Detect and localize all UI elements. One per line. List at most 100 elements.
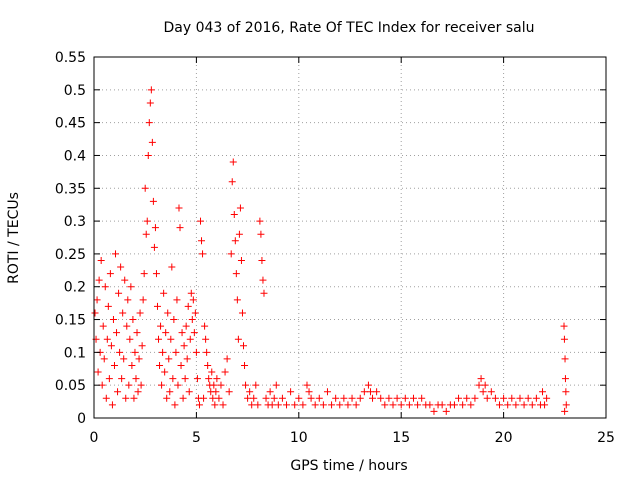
data-point	[123, 322, 131, 330]
data-point	[141, 184, 149, 192]
data-point	[500, 394, 508, 402]
data-point	[180, 342, 188, 350]
data-point	[560, 322, 568, 330]
data-point	[200, 394, 208, 402]
data-point	[487, 388, 495, 396]
chart-title: Day 043 of 2016, Rate Of TEC Index for r…	[163, 20, 534, 36]
data-point	[532, 394, 540, 402]
y-tick-label: 0.4	[64, 148, 86, 164]
data-point	[170, 316, 178, 324]
data-point	[561, 407, 569, 415]
data-point	[430, 407, 438, 415]
data-point	[187, 289, 195, 297]
data-point	[169, 375, 177, 383]
data-point	[248, 401, 256, 409]
data-point	[217, 381, 225, 389]
data-point	[236, 204, 244, 212]
data-point	[381, 401, 389, 409]
data-point	[524, 394, 532, 402]
data-point	[405, 401, 413, 409]
data-point	[205, 375, 213, 383]
data-point	[132, 375, 140, 383]
data-point	[102, 394, 110, 402]
data-point	[242, 381, 250, 389]
data-point	[442, 407, 450, 415]
data-point	[172, 348, 180, 356]
data-point	[173, 296, 181, 304]
data-point	[139, 296, 147, 304]
data-point	[266, 388, 274, 396]
data-point	[114, 388, 122, 396]
y-tick-label: 0.05	[55, 378, 86, 394]
data-point	[219, 401, 227, 409]
data-point	[373, 388, 381, 396]
data-point	[238, 309, 246, 317]
data-point	[136, 309, 144, 317]
data-point	[183, 355, 191, 363]
data-point	[155, 335, 163, 343]
data-point	[125, 381, 133, 389]
data-point	[144, 151, 152, 159]
data-point	[202, 335, 210, 343]
data-point	[305, 388, 313, 396]
axis-tick-labels: 0 5 10 15 20 25 0 0.05 0.1 0.15 0.2 0.25 0.3 0.35 0.4 0…	[55, 50, 615, 446]
data-point	[150, 243, 158, 251]
data-point	[117, 263, 125, 271]
data-point	[307, 394, 315, 402]
data-point	[185, 388, 193, 396]
data-point	[127, 283, 135, 291]
y-tick-label: 0.5	[64, 83, 86, 99]
data-point	[112, 250, 120, 258]
data-point	[257, 230, 265, 238]
data-point	[231, 237, 239, 245]
data-point	[174, 381, 182, 389]
data-point	[262, 394, 270, 402]
data-point	[121, 276, 129, 284]
data-point	[259, 276, 267, 284]
data-point	[148, 138, 156, 146]
axis-ticks	[93, 56, 607, 419]
data-point	[232, 270, 240, 278]
data-point	[237, 256, 245, 264]
data-point	[240, 342, 248, 350]
data-point	[108, 401, 116, 409]
data-point	[99, 322, 107, 330]
data-point	[104, 302, 112, 310]
data-point	[211, 401, 219, 409]
data-point	[323, 388, 331, 396]
data-point	[295, 394, 303, 402]
data-point	[418, 394, 426, 402]
data-point	[475, 381, 483, 389]
y-axis-label: ROTI / TECUs	[6, 192, 22, 284]
data-point	[208, 368, 216, 376]
data-point	[258, 256, 266, 264]
y-tick-label: 0.45	[55, 116, 86, 132]
data-point	[252, 381, 260, 389]
data-point	[118, 375, 126, 383]
data-point	[215, 394, 223, 402]
data-point	[137, 381, 145, 389]
data-point	[528, 401, 536, 409]
data-point	[385, 394, 393, 402]
data-point	[283, 401, 291, 409]
data-point	[229, 158, 237, 166]
data-point	[186, 335, 194, 343]
data-point	[138, 342, 146, 350]
data-point	[162, 329, 170, 337]
plot-frame	[93, 56, 607, 419]
data-point	[270, 394, 278, 402]
y-tick-label: 0.2	[64, 280, 86, 296]
data-point	[175, 204, 183, 212]
data-point	[235, 230, 243, 238]
data-point	[477, 375, 485, 383]
data-point	[195, 401, 203, 409]
data-point	[543, 394, 551, 402]
y-tick-label: 0.35	[55, 181, 86, 197]
data-point	[181, 375, 189, 383]
data-point	[467, 401, 475, 409]
data-point	[131, 348, 139, 356]
data-point	[159, 348, 167, 356]
data-point	[119, 309, 127, 317]
data-point	[130, 394, 138, 402]
data-point	[113, 329, 121, 337]
